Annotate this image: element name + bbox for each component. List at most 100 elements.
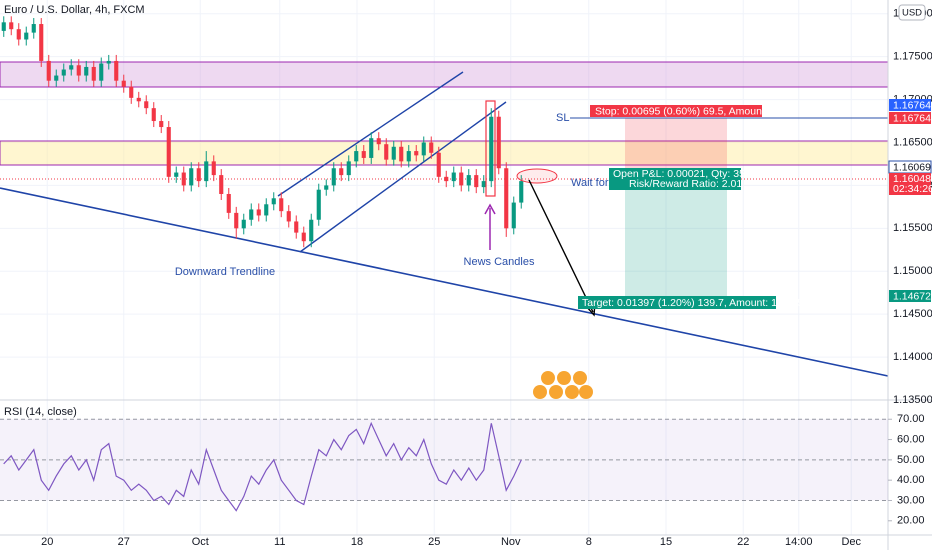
candle-body	[226, 193, 231, 213]
candle-body	[354, 151, 359, 162]
candle-body	[264, 204, 269, 216]
candle-body	[339, 168, 344, 176]
candle-body	[129, 86, 134, 98]
event-icon[interactable]	[533, 385, 547, 399]
candle-body	[54, 75, 59, 81]
candle-body	[249, 209, 254, 220]
x-tick-label: 27	[118, 536, 130, 548]
event-icon[interactable]	[557, 371, 571, 385]
candle-body	[519, 181, 524, 203]
currency-box[interactable]	[898, 4, 926, 21]
stop-label: Stop: 0.00695 (0.60%) 69.5, Amount: 750	[595, 105, 788, 117]
rsi-tick-label: 30.00	[897, 494, 925, 506]
candle-body	[384, 144, 389, 160]
candle-body	[196, 168, 201, 182]
candle-body	[46, 60, 51, 81]
chart-title: Euro / U.S. Dollar, 4h, FXCM	[4, 4, 145, 16]
candle-body	[69, 65, 74, 70]
candle-body	[496, 116, 501, 169]
candle-body	[481, 181, 486, 188]
candle-body	[106, 60, 111, 64]
rsi-line	[3, 421, 522, 512]
event-icon[interactable]	[565, 385, 579, 399]
stop-box	[590, 105, 762, 117]
candle-body	[414, 151, 419, 156]
rsi-title: RSI (14, close)	[4, 406, 77, 418]
target-area	[625, 178, 727, 298]
y-tick-label: 1.15000	[893, 265, 932, 277]
candle-body	[9, 22, 14, 30]
y-tick-label: 1.14000	[893, 351, 932, 363]
supply-zone	[0, 61, 889, 88]
news-candles-box	[485, 100, 496, 197]
x-tick-label: Nov	[501, 536, 521, 548]
target-box	[578, 296, 776, 309]
candle-body	[421, 142, 426, 156]
wait-label: Wait for r	[571, 177, 616, 189]
event-icon[interactable]	[573, 371, 587, 385]
x-tick-label: 8	[586, 536, 592, 548]
candle-body	[294, 221, 299, 233]
price-tag-label: 1.16764	[893, 99, 931, 111]
candle-body	[39, 24, 44, 61]
sl-label: SL	[556, 112, 569, 124]
target-label: Target: 0.01397 (1.20%) 139.7, Amount: 1…	[582, 297, 809, 309]
candle-body	[1, 22, 6, 31]
event-icon[interactable]	[549, 385, 563, 399]
candle-body	[324, 185, 329, 190]
x-tick-label: 11	[274, 536, 285, 548]
y-tick-label: 1.15500	[893, 222, 932, 234]
x-tick-label: 14:00	[785, 536, 813, 548]
candle-body	[151, 108, 156, 122]
risk-reward-label: Risk/Reward Ratio: 2.01	[629, 178, 742, 190]
price-tag-label: 1.16048	[893, 173, 931, 185]
candle-body	[391, 146, 396, 160]
news-arrow-head	[484, 203, 496, 215]
candle-body	[399, 146, 404, 162]
event-icons[interactable]	[533, 371, 593, 399]
candle-body	[444, 176, 449, 182]
x-tick-label: 20	[41, 536, 53, 548]
price-tag	[889, 290, 931, 302]
candle-body	[429, 142, 434, 153]
candle-body	[159, 121, 164, 128]
candle-body	[271, 198, 276, 205]
candle-body	[286, 211, 291, 222]
candle-body	[219, 175, 224, 194]
open-pnl-label: Open P&L: 0.00021, Qty: 35971	[613, 168, 763, 180]
position-box	[609, 168, 741, 190]
trendline-label: Downward Trendline	[175, 266, 275, 278]
candle-body	[204, 161, 209, 182]
candle-body	[331, 168, 336, 186]
candle-body	[459, 172, 464, 186]
candle-body	[474, 175, 479, 188]
price-tag-label: 1.14672	[893, 290, 931, 302]
rsi-tick-label: 70.00	[897, 413, 925, 425]
event-icon[interactable]	[579, 385, 593, 399]
price-tag-label: 1.16764	[893, 112, 931, 124]
candle-body	[466, 175, 471, 186]
candle-body	[99, 63, 104, 81]
rsi-tick-label: 50.00	[897, 454, 925, 466]
currency-label[interactable]: USD	[902, 8, 922, 19]
candle-body	[309, 219, 314, 242]
candle-body	[376, 138, 381, 145]
candle-body	[279, 198, 284, 212]
candle-body	[181, 172, 186, 186]
candle-body	[76, 65, 81, 76]
candle-body	[16, 29, 21, 40]
news-label: News Candles	[464, 256, 535, 268]
candle-body	[451, 172, 456, 182]
candle-body	[234, 212, 239, 229]
y-tick-label: 1.14500	[893, 308, 932, 320]
rsi-tick-label: 20.00	[897, 515, 925, 527]
candle-body	[436, 152, 441, 177]
candle-body	[316, 189, 321, 220]
projection-arrow	[528, 179, 594, 313]
event-icon[interactable]	[541, 371, 555, 385]
candle-body	[369, 138, 374, 158]
y-tick-label: 1.16500	[893, 136, 932, 148]
candle-body	[256, 209, 261, 216]
